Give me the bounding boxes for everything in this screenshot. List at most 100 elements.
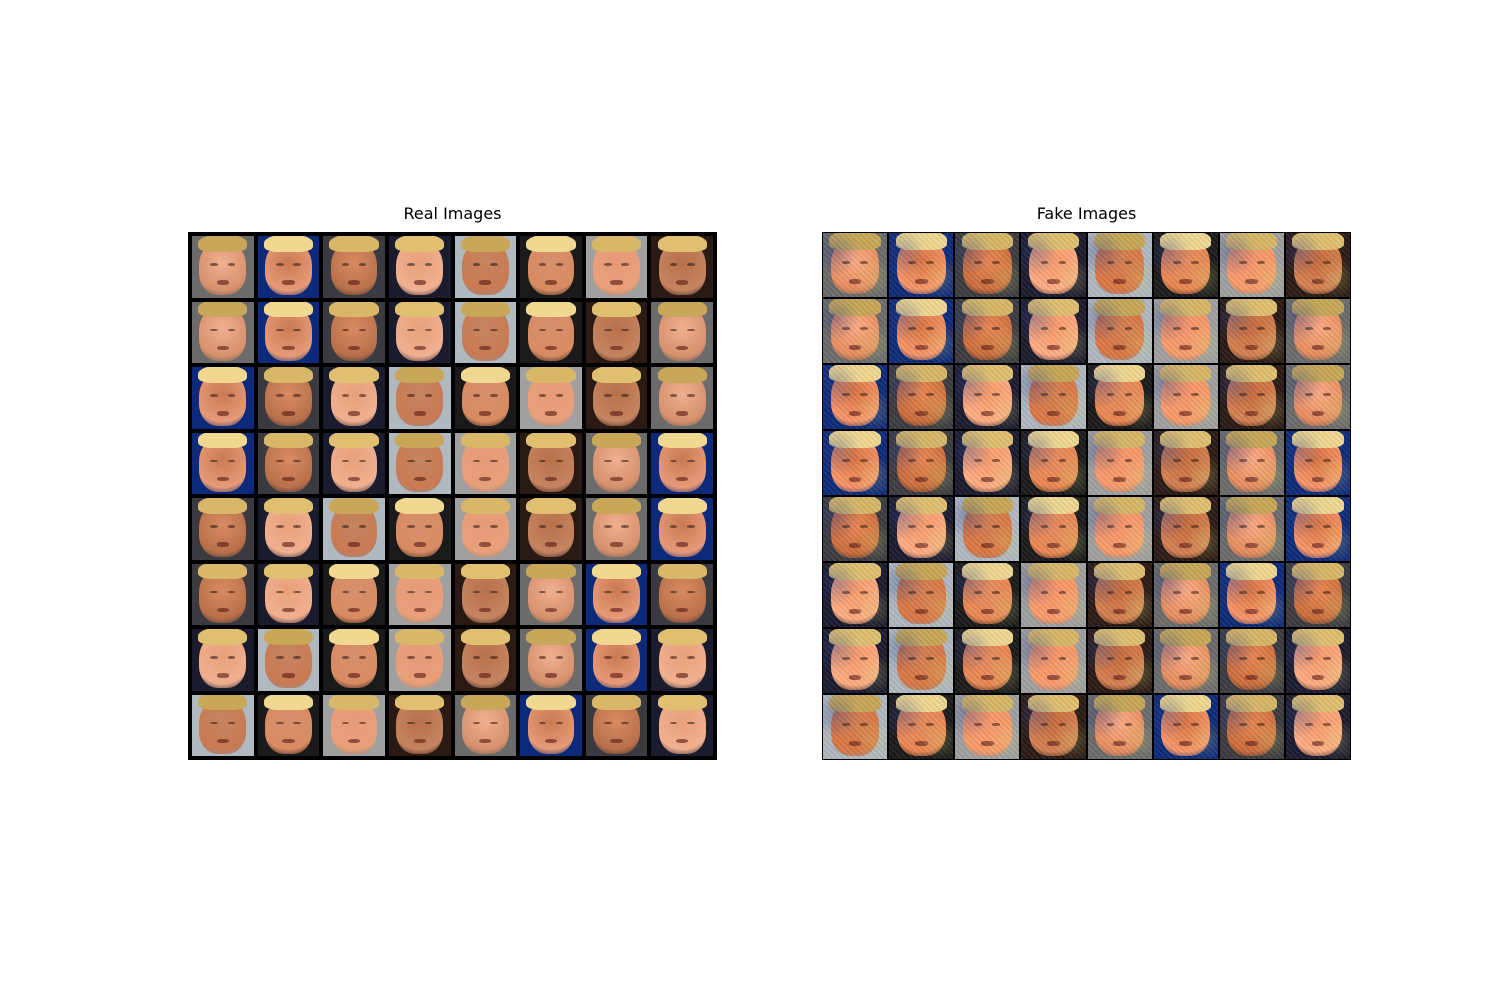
fake-image-tile (1087, 299, 1152, 363)
fake-image-tile (823, 365, 888, 429)
eye-shape (1124, 459, 1133, 462)
hair-shape (329, 563, 379, 580)
eye-shape (555, 590, 564, 593)
eye-shape (1256, 393, 1265, 396)
real-image-tile (323, 498, 385, 560)
hair-shape (591, 367, 642, 383)
hair-shape (657, 629, 707, 645)
mouth-shape (1245, 609, 1259, 614)
mouth-shape (1245, 345, 1259, 350)
hair-shape (1027, 563, 1080, 580)
eye-shape (860, 723, 868, 726)
eye-shape (1106, 525, 1115, 528)
mouth-shape (610, 476, 623, 482)
hair-shape (460, 694, 510, 711)
eye-shape (1124, 261, 1133, 264)
mouth-shape (1047, 609, 1060, 614)
eye-shape (1040, 393, 1049, 396)
fake-image-tile (1153, 233, 1218, 297)
fake-image-tile (1087, 497, 1152, 561)
fake-image-tile (1285, 497, 1350, 561)
eye-shape (992, 591, 1001, 594)
eye-shape (860, 591, 868, 594)
fake-image-tile (1087, 233, 1152, 297)
eye-shape (472, 590, 481, 593)
face-image (1095, 304, 1144, 361)
real-images-grid (188, 232, 717, 760)
eye-shape (210, 459, 218, 462)
mouth-shape (347, 280, 361, 285)
hair-shape (657, 563, 707, 580)
eye-shape (1256, 657, 1265, 660)
eye-shape (293, 394, 301, 397)
real-image-tile (192, 498, 254, 560)
real-images-title: Real Images (403, 204, 502, 223)
eye-shape (407, 656, 415, 659)
eye-shape (860, 459, 868, 462)
fake-image-tile (1153, 365, 1218, 429)
eye-shape (1190, 327, 1199, 330)
eye-shape (604, 394, 612, 397)
eye-shape (490, 656, 498, 659)
eye-shape (1238, 393, 1247, 396)
eye-shape (926, 459, 934, 462)
hair-shape (198, 236, 248, 252)
eye-shape (1256, 723, 1265, 726)
hair-shape (1093, 365, 1146, 382)
eye-shape (1190, 525, 1199, 528)
mouth-shape (848, 741, 862, 746)
fake-image-tile (1087, 695, 1152, 759)
fake-image-tile (823, 563, 888, 627)
face-image (1095, 700, 1144, 757)
mouth-shape (980, 345, 994, 350)
eye-shape (1106, 261, 1115, 264)
real-image-tile (585, 432, 648, 494)
hair-shape (591, 301, 642, 318)
eye-shape (358, 263, 367, 266)
hair-shape (395, 498, 445, 514)
eye-shape (293, 328, 301, 331)
eye-shape (276, 328, 284, 331)
hair-shape (395, 432, 445, 449)
hair-shape (829, 299, 881, 316)
eye-shape (1058, 525, 1067, 528)
fake-image-tile (1021, 431, 1086, 495)
mouth-shape (1047, 477, 1060, 482)
fake-image-tile (823, 299, 888, 363)
real-image-tile (323, 694, 385, 756)
hair-shape (895, 431, 947, 448)
real-image-tile (585, 563, 648, 625)
real-image-tile (454, 694, 517, 756)
face-image (1029, 502, 1078, 559)
hair-shape (329, 236, 379, 252)
eye-shape (210, 328, 218, 331)
mouth-shape (1311, 609, 1325, 614)
fake-image-tile (1153, 497, 1218, 561)
eye-shape (1256, 525, 1265, 528)
mouth-shape (676, 607, 689, 613)
mouth-shape (914, 411, 928, 416)
hair-shape (657, 498, 707, 514)
eye-shape (1040, 261, 1049, 264)
hair-shape (460, 301, 510, 318)
real-image-tile (257, 498, 320, 560)
fake-image-tile (1219, 497, 1284, 561)
hair-shape (1226, 365, 1278, 382)
face-image (962, 568, 1012, 625)
eye-shape (293, 656, 301, 659)
hair-shape (961, 431, 1013, 448)
hair-shape (263, 367, 314, 383)
hair-shape (526, 563, 576, 580)
eye-shape (1124, 657, 1133, 660)
face-image (896, 304, 946, 361)
eye-shape (407, 328, 415, 331)
eye-shape (407, 721, 415, 724)
eye-shape (604, 328, 612, 331)
eye-shape (490, 328, 498, 331)
mouth-shape (347, 607, 361, 613)
hair-shape (1027, 629, 1080, 646)
eye-shape (1238, 657, 1247, 660)
hair-shape (829, 365, 881, 382)
eye-shape (842, 393, 850, 396)
eye-shape (687, 459, 695, 462)
